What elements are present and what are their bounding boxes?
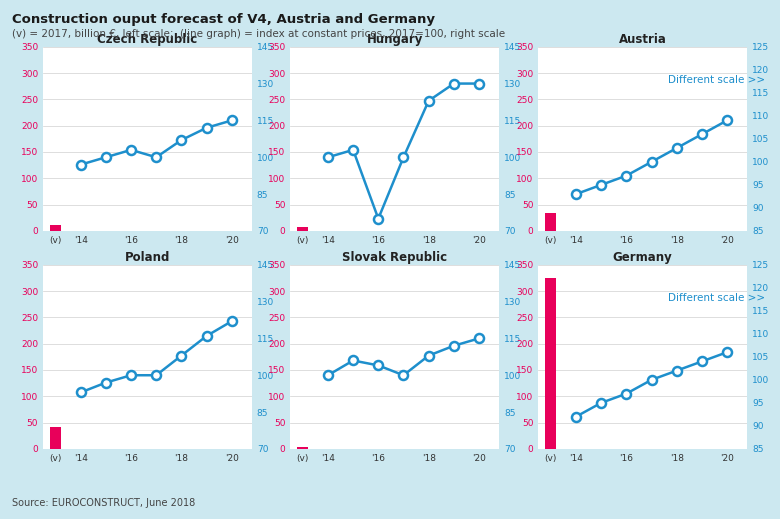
Text: Source: EUROCONSTRUCT, June 2018: Source: EUROCONSTRUCT, June 2018 xyxy=(12,498,195,508)
Bar xyxy=(50,225,61,231)
Text: (v) = 2017, billion €, left scale;  (line graph) = index at constant prices, 201: (v) = 2017, billion €, left scale; (line… xyxy=(12,29,505,38)
Bar xyxy=(297,447,308,449)
Title: Austria: Austria xyxy=(619,33,667,46)
Bar xyxy=(545,213,556,231)
Bar xyxy=(50,427,61,449)
Title: Hungary: Hungary xyxy=(367,33,423,46)
Text: Different scale >>: Different scale >> xyxy=(668,293,765,303)
Bar xyxy=(545,278,556,449)
Title: Germany: Germany xyxy=(613,251,672,264)
Text: Construction ouput forecast of V4, Austria and Germany: Construction ouput forecast of V4, Austr… xyxy=(12,13,434,26)
Bar xyxy=(297,227,308,231)
Text: Different scale >>: Different scale >> xyxy=(668,75,765,85)
Title: Slovak Republic: Slovak Republic xyxy=(342,251,447,264)
Title: Poland: Poland xyxy=(125,251,170,264)
Title: Czech Republic: Czech Republic xyxy=(98,33,197,46)
